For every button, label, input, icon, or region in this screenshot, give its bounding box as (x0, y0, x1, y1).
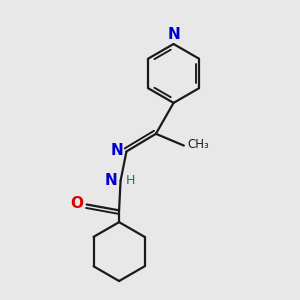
Text: CH₃: CH₃ (188, 138, 209, 151)
Text: N: N (167, 27, 180, 42)
Text: N: N (104, 172, 117, 188)
Text: N: N (110, 143, 123, 158)
Text: O: O (70, 196, 83, 211)
Text: H: H (126, 173, 135, 187)
